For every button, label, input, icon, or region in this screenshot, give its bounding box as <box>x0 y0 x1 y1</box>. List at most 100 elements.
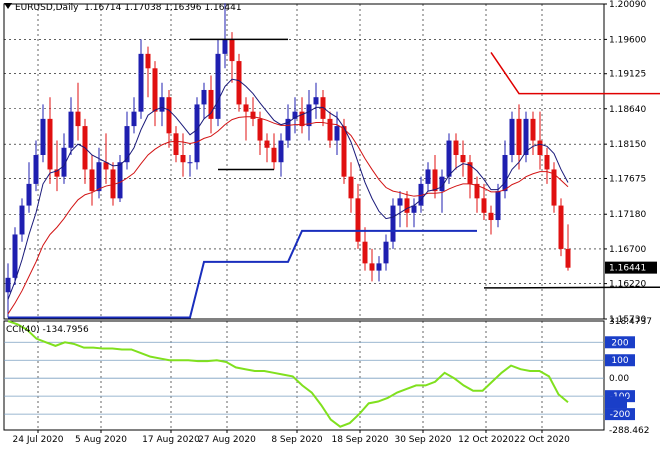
candle[interactable] <box>131 97 137 134</box>
candle[interactable] <box>257 111 263 155</box>
candle[interactable] <box>390 198 396 249</box>
candle-body <box>257 118 263 141</box>
indicator-pane[interactable] <box>3 320 605 431</box>
candle[interactable] <box>537 111 543 170</box>
candle[interactable] <box>5 263 11 318</box>
slow-moving-average-line <box>7 116 569 315</box>
candle[interactable] <box>12 227 18 286</box>
candle[interactable] <box>201 82 207 119</box>
candle[interactable] <box>362 227 368 271</box>
candle[interactable] <box>348 162 354 213</box>
candle[interactable] <box>383 234 389 271</box>
candle[interactable] <box>117 154 123 202</box>
candle[interactable] <box>173 126 179 163</box>
candle[interactable] <box>481 183 487 221</box>
candle[interactable] <box>418 176 424 213</box>
candle[interactable] <box>166 89 172 148</box>
candle[interactable] <box>194 97 200 170</box>
candle[interactable] <box>355 183 361 249</box>
candle[interactable] <box>215 39 221 127</box>
candle[interactable] <box>446 133 452 184</box>
candle[interactable] <box>509 111 515 163</box>
candle[interactable] <box>502 140 508 199</box>
candle[interactable] <box>19 198 25 242</box>
candle-body <box>446 140 452 177</box>
candle[interactable] <box>187 154 193 177</box>
date-tick-label: 24 Jul 2020 <box>13 435 64 445</box>
ohlc-readout: 1.16714 1.17038 1.16396 1.16441 <box>84 3 242 13</box>
candle[interactable] <box>327 111 333 148</box>
candle-body <box>404 198 410 213</box>
candle[interactable] <box>439 169 445 213</box>
candle[interactable] <box>467 154 473 199</box>
candle[interactable] <box>222 3 228 69</box>
candle[interactable] <box>145 46 151 98</box>
candle[interactable] <box>320 89 326 127</box>
candle-body <box>523 118 529 155</box>
candle[interactable] <box>551 162 557 213</box>
resistance-trend-line[interactable] <box>490 51 660 95</box>
candle[interactable] <box>530 111 536 155</box>
candle[interactable] <box>544 147 550 184</box>
candle[interactable] <box>278 133 284 177</box>
horizontal-level-line[interactable] <box>483 286 660 289</box>
candle[interactable] <box>243 97 249 141</box>
candle[interactable] <box>236 53 242 112</box>
candle[interactable] <box>271 133 277 170</box>
candle[interactable] <box>299 97 305 134</box>
candle[interactable] <box>369 248 375 282</box>
candle[interactable] <box>425 162 431 192</box>
candle[interactable] <box>411 198 417 228</box>
collapse-triangle-icon[interactable] <box>4 3 12 9</box>
candle[interactable] <box>460 140 466 177</box>
candle[interactable] <box>474 176 480 213</box>
candle[interactable] <box>264 133 270 163</box>
candle[interactable] <box>68 97 74 155</box>
candle[interactable] <box>138 39 144 119</box>
cci-tick-label: -200 <box>610 410 631 420</box>
candle[interactable] <box>40 104 46 163</box>
candle[interactable] <box>376 256 382 282</box>
candle[interactable] <box>306 89 312 141</box>
candle[interactable] <box>75 82 81 141</box>
candle[interactable] <box>152 61 158 127</box>
candle[interactable] <box>397 191 403 228</box>
candle[interactable] <box>523 111 529 163</box>
candle[interactable] <box>285 104 291 148</box>
candle[interactable] <box>47 97 53 184</box>
candle[interactable] <box>124 111 130 170</box>
candle[interactable] <box>404 191 410 228</box>
date-tick-label: 22 Oct 2020 <box>514 435 570 445</box>
candle[interactable] <box>159 82 165 127</box>
candle[interactable] <box>96 147 102 199</box>
price-pane[interactable] <box>3 3 605 320</box>
candle[interactable] <box>432 154 438 199</box>
candle[interactable] <box>488 205 494 235</box>
candle[interactable] <box>54 140 60 192</box>
candle[interactable] <box>103 133 109 184</box>
candle[interactable] <box>313 82 319 119</box>
candle[interactable] <box>229 32 235 83</box>
candle[interactable] <box>89 154 95 206</box>
candle[interactable] <box>110 162 116 206</box>
candle[interactable] <box>61 133 67 184</box>
candle-body <box>537 140 543 155</box>
candle[interactable] <box>180 133 186 177</box>
candle-body <box>341 126 347 177</box>
candle[interactable] <box>495 183 501 228</box>
candle[interactable] <box>334 111 340 155</box>
candle[interactable] <box>33 140 39 192</box>
candle[interactable] <box>292 97 298 134</box>
candle[interactable] <box>558 198 564 257</box>
candle[interactable] <box>453 133 459 170</box>
candle[interactable] <box>565 224 571 271</box>
candle[interactable] <box>516 104 522 170</box>
price-tick-label: 1.17180 <box>609 210 646 220</box>
candle[interactable] <box>250 97 256 127</box>
candle[interactable] <box>208 75 214 134</box>
candle-body <box>530 118 536 141</box>
candle[interactable] <box>26 162 32 213</box>
candle[interactable] <box>341 118 347 184</box>
